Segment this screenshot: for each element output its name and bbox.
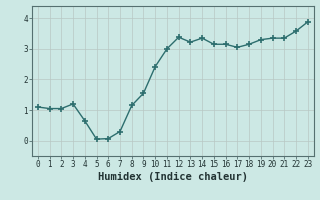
X-axis label: Humidex (Indice chaleur): Humidex (Indice chaleur) (98, 172, 248, 182)
